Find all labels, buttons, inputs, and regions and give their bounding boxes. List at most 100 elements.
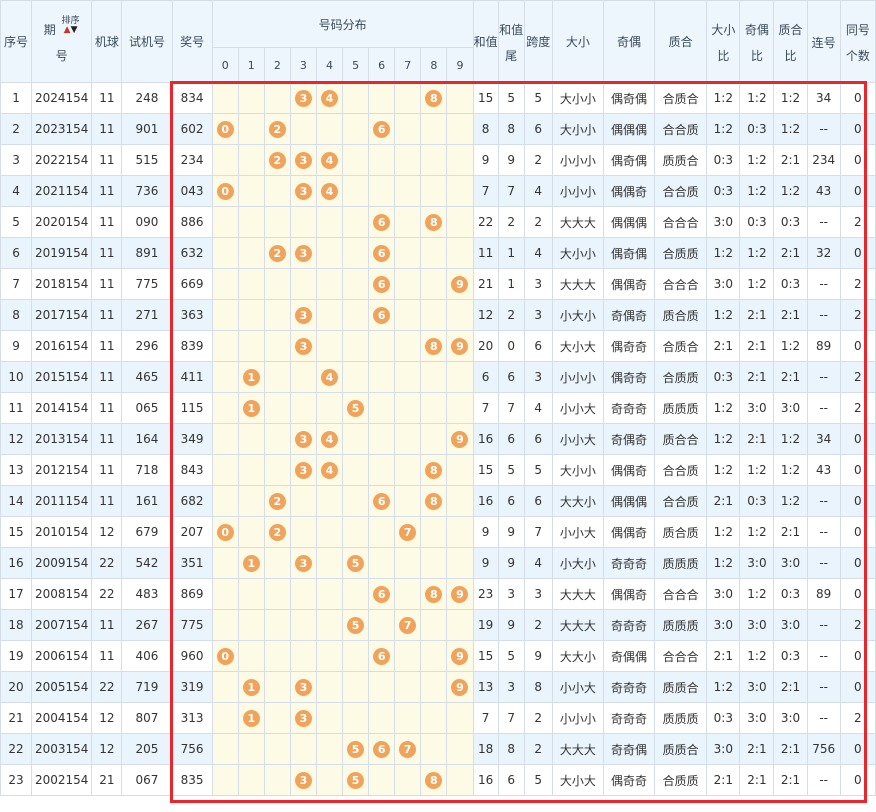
cell-size-ratio: 2:1 <box>706 485 741 517</box>
cell-digit-7 <box>394 268 422 300</box>
header-span: 跨度 <box>523 0 553 83</box>
cell-consecutive: -- <box>806 299 841 331</box>
cell-parity-ratio: 1:2 <box>739 268 775 300</box>
cell-digit-4: 4 <box>315 82 344 114</box>
cell-sum: 13 <box>472 671 499 703</box>
cell-period: 2016154 <box>31 330 93 362</box>
cell-same-count: 0 <box>839 485 876 517</box>
cell-prime: 质质质 <box>654 702 708 734</box>
number-ball: 0 <box>216 523 234 541</box>
cell-digit-0 <box>211 454 239 486</box>
number-ball: 5 <box>347 616 365 634</box>
cell-digit-7 <box>394 671 422 703</box>
cell-trial: 271 <box>121 299 173 331</box>
cell-digit-8 <box>420 547 448 579</box>
cell-period: 2021154 <box>31 175 93 207</box>
cell-parity: 奇偶偶 <box>602 640 656 672</box>
cell-sum-tail: 5 <box>497 82 525 114</box>
cell-digit-3: 3 <box>289 82 317 114</box>
cell-machine: 12 <box>91 702 123 734</box>
cell-digit-8 <box>420 268 448 300</box>
cell-digit-4: 4 <box>315 423 344 455</box>
cell-digit-1 <box>237 268 265 300</box>
cell-trial: 891 <box>121 237 173 269</box>
cell-parity-ratio: 0:3 <box>739 206 775 238</box>
cell-digit-4 <box>315 671 344 703</box>
cell-trial: 465 <box>121 361 173 393</box>
cell-period: 2023154 <box>31 113 93 145</box>
sort-icon[interactable]: 排序 ▲▼ <box>61 15 80 35</box>
cell-period: 2011154 <box>31 485 93 517</box>
cell-digit-6 <box>368 175 396 207</box>
cell-trial: 542 <box>121 547 173 579</box>
cell-digit-3 <box>289 640 317 672</box>
cell-same-count: 0 <box>839 113 876 145</box>
number-ball: 3 <box>294 678 312 696</box>
cell-digit-5: 5 <box>342 733 370 765</box>
cell-digit-0 <box>211 268 239 300</box>
cell-prime: 合合合 <box>654 268 708 300</box>
header-trial: 试机号 <box>121 0 173 83</box>
cell-seq: 7 <box>0 268 33 300</box>
cell-span: 2 <box>523 609 553 641</box>
cell-span: 9 <box>523 640 553 672</box>
cell-digit-3: 3 <box>289 702 317 734</box>
cell-consecutive: -- <box>806 702 841 734</box>
cell-digit-3: 3 <box>289 454 317 486</box>
cell-seq: 21 <box>0 702 33 734</box>
cell-digit-6: 6 <box>368 206 396 238</box>
cell-digit-3: 3 <box>289 671 317 703</box>
cell-sum: 22 <box>472 206 499 238</box>
cell-size-ratio: 1:2 <box>706 454 741 486</box>
cell-seq: 23 <box>0 764 33 796</box>
cell-parity-ratio: 3:0 <box>739 609 775 641</box>
cell-digit-2 <box>263 733 291 765</box>
number-ball: 1 <box>242 399 260 417</box>
cell-digit-4: 4 <box>315 175 344 207</box>
number-ball: 6 <box>373 740 391 758</box>
cell-span: 6 <box>523 485 553 517</box>
cell-period: 2005154 <box>31 671 93 703</box>
cell-consecutive: 756 <box>806 733 841 765</box>
header-period[interactable]: 期 排序 ▲▼ 号 <box>31 0 93 83</box>
cell-digit-4 <box>315 578 344 610</box>
cell-sum-tail: 6 <box>497 485 525 517</box>
cell-digit-7 <box>394 175 422 207</box>
header-prime-ratio: 质合比 <box>773 0 808 83</box>
cell-period: 2002154 <box>31 764 93 796</box>
cell-digit-4 <box>315 485 344 517</box>
cell-prime-ratio: 1:2 <box>773 485 808 517</box>
cell-sum-tail: 8 <box>497 733 525 765</box>
cell-machine: 11 <box>91 82 123 114</box>
cell-consecutive: -- <box>806 609 841 641</box>
cell-machine: 11 <box>91 361 123 393</box>
number-ball: 4 <box>321 151 338 169</box>
header-prime: 质合 <box>654 0 708 83</box>
cell-trial: 065 <box>121 392 173 424</box>
cell-digit-8 <box>420 392 448 424</box>
cell-digit-5: 5 <box>342 764 370 796</box>
cell-digit-1 <box>237 454 265 486</box>
cell-machine: 21 <box>91 764 123 796</box>
cell-parity: 偶奇偶 <box>602 237 656 269</box>
cell-digit-2 <box>263 671 291 703</box>
number-ball: 8 <box>425 337 443 355</box>
cell-machine: 11 <box>91 206 123 238</box>
cell-seq: 6 <box>0 237 33 269</box>
cell-machine: 12 <box>91 516 123 548</box>
number-ball: 3 <box>294 182 312 200</box>
cell-prize: 682 <box>171 485 213 517</box>
cell-span: 7 <box>523 516 553 548</box>
cell-same-count: 0 <box>839 764 876 796</box>
cell-trial: 807 <box>121 702 173 734</box>
cell-consecutive: -- <box>806 485 841 517</box>
cell-seq: 19 <box>0 640 33 672</box>
cell-digit-9: 9 <box>446 640 474 672</box>
cell-digit-3 <box>289 361 317 393</box>
cell-prize: 411 <box>171 361 213 393</box>
header-prize: 奖号 <box>171 0 213 83</box>
cell-digit-1 <box>237 764 265 796</box>
number-ball: 0 <box>216 120 234 138</box>
cell-digit-0 <box>211 299 239 331</box>
number-ball: 8 <box>425 89 443 107</box>
